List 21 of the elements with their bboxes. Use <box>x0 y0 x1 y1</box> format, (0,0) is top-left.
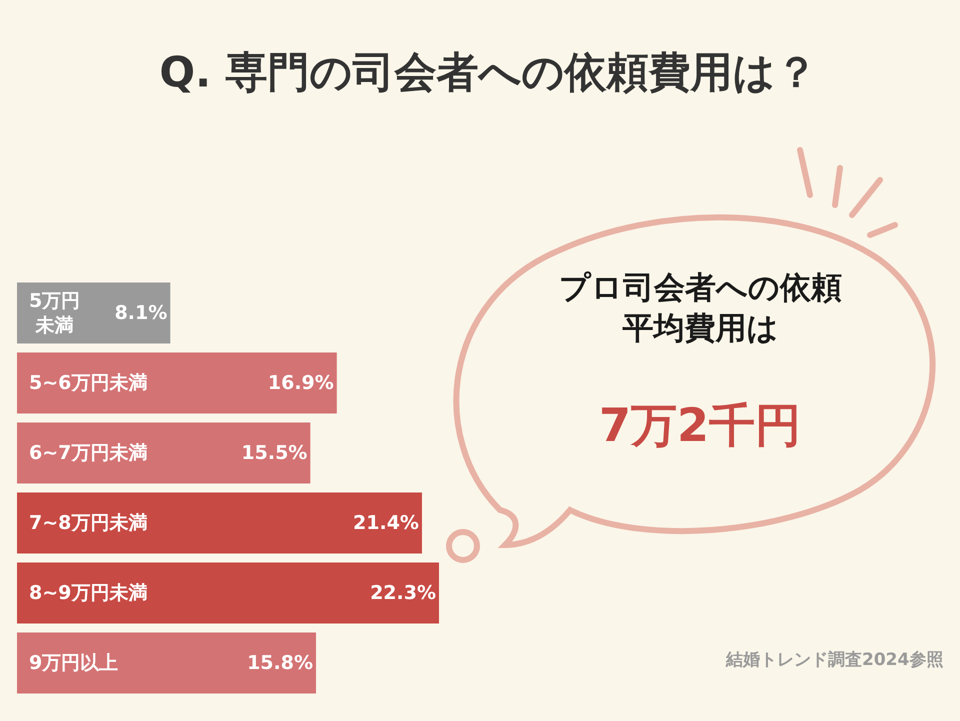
bar <box>17 352 337 414</box>
text: 結婚トレンド調査2024参照 <box>725 650 944 670</box>
data-label: 15.5% <box>241 442 308 464</box>
y-tick-label: 5~6万円未満 <box>29 372 148 394</box>
y-tick-label: 5万円未満 <box>29 290 80 337</box>
data-label: 16.9% <box>268 372 334 394</box>
text: 7万2千円 <box>599 398 802 452</box>
bar <box>17 422 310 484</box>
text: プロ司会者への依頼平均費用は <box>559 270 842 346</box>
data-label: 8.1% <box>114 302 168 324</box>
chart-title: Q. 専門の司会者への依頼費用は？ <box>159 48 818 97</box>
data-label: 21.4% <box>353 512 419 534</box>
y-tick-label: 7~8万円未満 <box>29 512 148 534</box>
y-tick-label: 9万円以上 <box>29 652 118 674</box>
bar <box>17 562 439 624</box>
data-label: 22.3% <box>370 582 436 604</box>
bar <box>17 632 316 694</box>
data-label: 15.8% <box>247 652 313 674</box>
bar <box>17 492 422 554</box>
y-tick-label: 8~9万円未満 <box>29 582 148 604</box>
y-tick-label: 6~7万円未満 <box>29 442 148 464</box>
